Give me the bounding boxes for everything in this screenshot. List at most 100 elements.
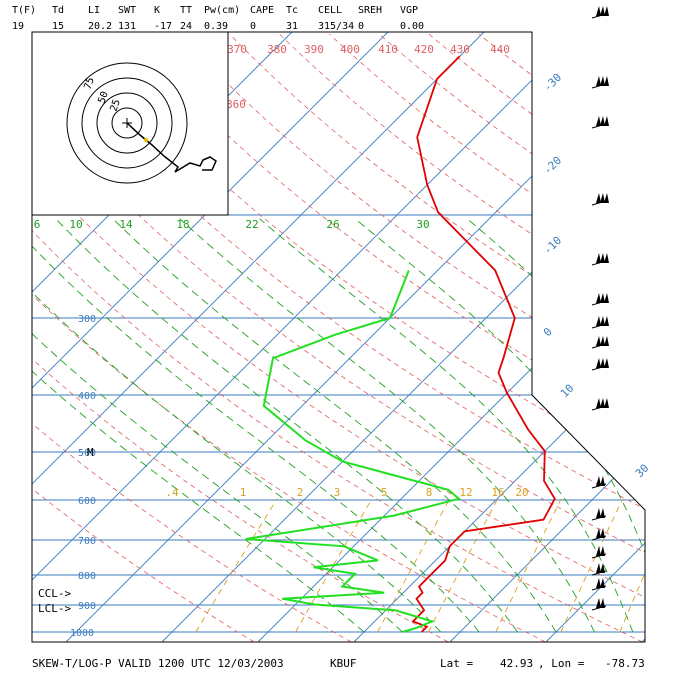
wind-barb-flag-2-2 (604, 116, 609, 126)
mixing-ratio-4 (495, 498, 562, 633)
dry-adiabat-300 (32, 33, 645, 642)
wind-barb-flag-13-1 (600, 546, 605, 556)
isotherm-label-0: 0 (541, 325, 555, 339)
dry-adiabat-label-430: 430 (450, 43, 470, 56)
wind-barb-flag-3-2 (604, 193, 609, 203)
hodograph-ring-1 (96, 92, 158, 154)
header-label-6: Pw(cm) (204, 5, 240, 16)
pressure-tick-800: 800 (78, 571, 96, 582)
dry-adiabat-250 (32, 33, 255, 642)
lat-value: 42.93 (500, 657, 533, 670)
dry-adiabat-label-390: 390 (304, 43, 324, 56)
wind-barb-flag-6-2 (604, 316, 609, 326)
isotherm-label--20: -20 (541, 154, 564, 177)
wind-barb-flag-6-0 (596, 316, 601, 326)
dry-adiabat-370 (279, 33, 645, 642)
wind-barb-flag-3-1 (600, 193, 605, 203)
dry-adiabat-label-440: 440 (490, 43, 510, 56)
wind-barb-flag-5-2 (604, 293, 609, 303)
wind-barb-flag-0-2 (604, 6, 609, 16)
dry-adiabat-280 (32, 33, 546, 642)
sounding-profiles (245, 55, 556, 633)
wind-barb-flag-11-1 (600, 508, 605, 518)
header-label-4: K (154, 5, 160, 16)
wind-barb-flag-16-1 (600, 598, 605, 608)
station-id: KBUF (330, 657, 357, 670)
moist-adiabat-10 (112, 218, 557, 633)
pressure-tick-600: 600 (78, 496, 96, 507)
chart-title: SKEW-T/LOG-P VALID 1200 UTC 12/03/2003 (32, 657, 284, 670)
wind-barb-flag-1-1 (600, 76, 605, 86)
wind-barb-flag-9-0 (596, 398, 601, 408)
header-value-11: 0.00 (400, 21, 424, 32)
isotherm-0 (449, 32, 645, 642)
wind-barb-flag-10-0 (596, 476, 601, 486)
pressure-tick-700: 700 (78, 536, 96, 547)
hodograph-trace (126, 122, 217, 173)
wind-barb-flag-4-0 (596, 253, 601, 263)
mixing-ratio-lines (195, 498, 645, 633)
moist-adiabat-label-22: 22 (245, 218, 258, 231)
isotherm--50 (32, 32, 581, 642)
isotherm-label--30: -30 (541, 71, 564, 94)
wind-barbs (591, 6, 609, 611)
header-value-8: 31 (286, 21, 298, 32)
pressure-tick-300: 300 (78, 314, 96, 325)
header-value-7: 0 (250, 21, 256, 32)
dry-adiabat-350 (179, 33, 645, 642)
dry-adiabat-440 (627, 33, 645, 642)
wind-barb-0 (591, 6, 609, 19)
lcl-marker: LCL-> (38, 602, 71, 615)
pressure-tick-400: 400 (78, 391, 96, 402)
header-label-3: SWT (118, 5, 136, 16)
header-label-0: T(F) (12, 5, 36, 16)
wind-barb-4 (591, 253, 609, 266)
wind-barb-flag-14-1 (600, 563, 605, 573)
dry-adiabat-290 (32, 33, 643, 642)
wind-barb-flag-12-1 (600, 528, 605, 538)
mixing-ratio-label-0: .4 (165, 486, 179, 499)
mixing-ratio-6 (619, 498, 645, 633)
header-label-2: LI (88, 5, 100, 16)
wind-barb-flag-3-0 (596, 193, 601, 203)
lon-label: , Lon = (538, 657, 585, 670)
hodograph-ring-label-50: 50 (96, 90, 110, 105)
header-value-3: 131 (118, 21, 136, 32)
header-value-5: 24 (180, 21, 192, 32)
wind-barb-10 (591, 476, 607, 489)
wind-barb-6 (591, 316, 609, 329)
moist-adiabat-label-26: 26 (326, 218, 339, 231)
wind-barb-flag-16-0 (596, 598, 601, 608)
wind-barb-flag-1-2 (604, 76, 609, 86)
header-value-9: 315/34 (318, 21, 354, 32)
isotherm-label-30: 30 (633, 462, 652, 481)
moist-adiabat-label-30: 30 (416, 218, 429, 231)
mixing-ratio-label-3: 3 (334, 486, 341, 499)
wind-barb-9 (591, 398, 609, 411)
wind-barb-flag-0-1 (600, 6, 605, 16)
ccl-marker: CCL-> (38, 587, 71, 600)
wind-barb-8 (591, 358, 609, 371)
wind-barb-flag-12-0 (596, 528, 601, 538)
mixing-ratio-label-2: 2 (297, 486, 304, 499)
wind-barb-11 (591, 508, 607, 521)
wind-barb-flag-13-0 (596, 546, 601, 556)
hodograph-ring-label-25: 25 (108, 98, 122, 113)
temperature-line (411, 55, 556, 633)
pressure-tick-1000: 1000 (70, 628, 94, 639)
moist-adiabat-label-18: 18 (176, 218, 189, 231)
wind-barb-16 (591, 598, 607, 611)
dry-adiabat-260 (32, 33, 352, 642)
mixing-ratio-label-1: 1 (240, 486, 247, 499)
isotherm-label-10: 10 (558, 382, 577, 401)
moist-adiabat-22 (354, 218, 645, 633)
dry-adiabat-320 (32, 33, 645, 642)
wind-barb-flag-15-1 (600, 578, 605, 588)
mixing-ratio-label-8: 20 (515, 486, 528, 499)
wind-barb-flag-7-1 (600, 336, 605, 346)
pressure-tick-500: 500 (78, 448, 96, 459)
dry-adiabat-label-420: 420 (414, 43, 434, 56)
dry-adiabat-360 (229, 33, 645, 642)
moist-adiabat--6 (32, 218, 403, 633)
